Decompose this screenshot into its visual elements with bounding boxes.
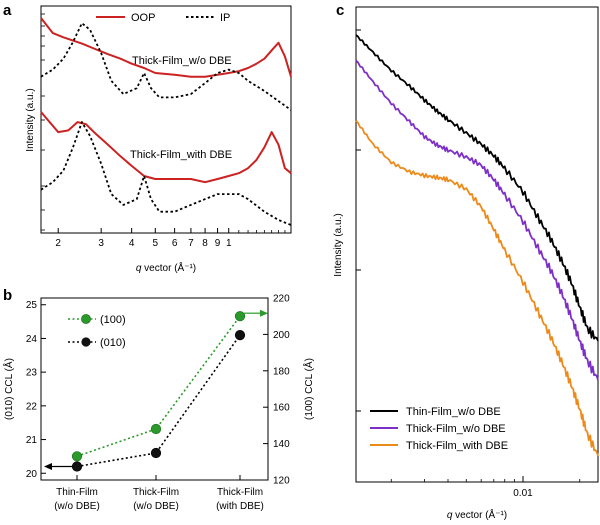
panel-c-frame bbox=[355, 6, 599, 483]
panel-a-x-tick-label: 2 bbox=[55, 238, 61, 249]
legend-label-ip: IP bbox=[220, 12, 230, 24]
panel-a-x-axis-label: q vector (Å⁻¹) bbox=[136, 261, 196, 274]
legend-label-100: (100) bbox=[100, 314, 126, 326]
panel-b-line-100 bbox=[76, 315, 241, 458]
panel-b-point-010 bbox=[150, 447, 162, 459]
panel-a-x-tick-label: 6 bbox=[172, 238, 178, 249]
panel-b-left-tick-label: 24 bbox=[26, 334, 38, 345]
panel-b-right-tick-label: 200 bbox=[273, 330, 290, 341]
panel-b-left-tick-label: 20 bbox=[26, 469, 38, 480]
panel-b-category-label: Thick-Film bbox=[133, 487, 179, 498]
legend-label-thick-film-wo-dbe: Thick-Film_w/o DBE bbox=[406, 423, 506, 435]
panel-a-curves bbox=[40, 17, 292, 226]
panel-c-chart: 0.01 Intensity (a.u.) q vector (Å⁻¹) Thi… bbox=[333, 6, 599, 521]
panel-b-arrowhead-right bbox=[260, 309, 268, 317]
panel-c-curve-thick-film-w-o-dbe bbox=[355, 59, 599, 381]
panel-b-right-axis-label: (100) CCL (Å) bbox=[302, 358, 315, 420]
panel-a-x-tick-label: 5 bbox=[153, 238, 159, 249]
panel-b-left-tick-label: 25 bbox=[26, 300, 38, 311]
panel-b-right-tick-label: 120 bbox=[273, 476, 290, 487]
panel-b-right-tick-label: 220 bbox=[273, 294, 290, 305]
panel-b-point-100 bbox=[234, 311, 246, 322]
panel-label-c: c bbox=[336, 2, 344, 19]
panel-b-arrowhead-left bbox=[44, 463, 52, 471]
panel-a-x-axis-var: q bbox=[136, 263, 142, 274]
panel-a-y-axis-label: Intensity (a.u.) bbox=[25, 88, 36, 151]
panel-a-x-tick-label: 9 bbox=[215, 238, 221, 249]
panel-b-point-010 bbox=[234, 330, 246, 341]
annotation-thick-film-with-dbe: Thick-Film_with DBE bbox=[130, 149, 232, 161]
panel-b-point-100 bbox=[71, 451, 83, 462]
panel-c-curve-thin-film-w-o-dbe bbox=[355, 34, 599, 342]
legend-label-thin-film-wo-dbe: Thin-Film_w/o DBE bbox=[406, 406, 501, 418]
panel-c-legend: Thin-Film_w/o DBE Thick-Film_w/o DBE Thi… bbox=[370, 406, 508, 452]
panel-b-line-010 bbox=[76, 334, 241, 468]
panel-b-category-label: Thin-Film bbox=[56, 487, 98, 498]
legend-label-thick-film-with-dbe: Thick-Film_with DBE bbox=[406, 440, 508, 452]
panel-a-y-ticks bbox=[41, 13, 45, 231]
panel-a-x-tick-label: 8 bbox=[202, 238, 208, 249]
panel-a-curve-thick-film-with-dbe-oop bbox=[40, 111, 292, 184]
panel-a-frame bbox=[40, 5, 292, 234]
panel-a-curve-thick-film-with-dbe-ip bbox=[40, 121, 292, 226]
panel-b-left-axis-label: (010) CCL (Å) bbox=[2, 358, 15, 420]
panel-b-frame bbox=[40, 297, 269, 481]
panel-b-x-ticks: Thin-Film (w/o DBE) Thick-Film (w/o DBE) Thi… bbox=[54, 475, 264, 512]
panel-b-category-label: Thick-Film bbox=[217, 487, 263, 498]
panel-b-point-010 bbox=[71, 461, 83, 472]
legend-marker-010 bbox=[81, 337, 91, 347]
panel-b-category-label: (w/o DBE) bbox=[54, 501, 100, 512]
panel-a-x-axis-unit: vector (Å⁻¹) bbox=[141, 261, 196, 274]
panel-b-right-tick-label: 160 bbox=[273, 403, 290, 414]
panel-b-left-tick-label: 22 bbox=[26, 401, 38, 412]
panel-b-series bbox=[44, 309, 268, 472]
panel-b-right-tick-label: 140 bbox=[273, 439, 290, 450]
panel-b-category-label: (with DBE) bbox=[216, 501, 264, 512]
panel-c-y-axis-label: Intensity (a.u.) bbox=[333, 213, 344, 276]
panel-a-curve-thick-film-w-o-dbe-oop bbox=[40, 17, 292, 78]
panel-a-x-tick-label: 1 bbox=[226, 238, 232, 249]
panel-b-right-ticks: 120 140 160 180 200 220 bbox=[263, 294, 290, 487]
panel-b-left-ticks: 20 21 22 23 24 25 bbox=[26, 300, 46, 480]
panel-a-x-tick-label: 4 bbox=[129, 238, 135, 249]
panel-b-right-tick-label: 180 bbox=[273, 366, 290, 377]
legend-label-010: (010) bbox=[100, 337, 126, 349]
panel-c-y-ticks bbox=[356, 29, 361, 412]
panel-c-x-ticks: 0.01 bbox=[390, 476, 581, 499]
panel-a-x-tick-label: 3 bbox=[98, 238, 104, 249]
panel-c-curves bbox=[355, 34, 599, 457]
panel-a-x-tick-label: 7 bbox=[188, 238, 194, 249]
legend-marker-100 bbox=[81, 314, 91, 324]
panel-a-legend: OOP IP bbox=[96, 12, 230, 24]
panel-b-legend: (100) (010) bbox=[68, 314, 126, 349]
panel-label-b: b bbox=[3, 287, 12, 304]
panel-c-curve-thick-film-with-dbe bbox=[355, 120, 599, 457]
panel-b-category-label: (w/o DBE) bbox=[133, 501, 179, 512]
panel-b-left-tick-label: 21 bbox=[26, 435, 38, 446]
panel-c-x-axis-label: q vector (Å⁻¹) bbox=[447, 508, 507, 521]
panel-a-curve-thick-film-w-o-dbe-ip bbox=[40, 22, 292, 111]
panel-b-left-tick-label: 23 bbox=[26, 368, 38, 379]
legend-label-oop: OOP bbox=[131, 12, 155, 24]
panel-label-a: a bbox=[3, 2, 12, 19]
annotation-thick-film-wo-dbe: Thick-Film_w/o DBE bbox=[132, 55, 232, 67]
panel-b-chart: 20 21 22 23 24 25 120 140 160 180 200 220 Thin-Fil… bbox=[2, 294, 315, 513]
panel-c-x-axis-unit: vector (Å⁻¹) bbox=[452, 508, 507, 521]
panel-c-x-tick-label: 0.01 bbox=[513, 488, 533, 499]
panel-c-x-axis-var: q bbox=[447, 510, 453, 521]
panel-b-point-100 bbox=[150, 423, 162, 435]
